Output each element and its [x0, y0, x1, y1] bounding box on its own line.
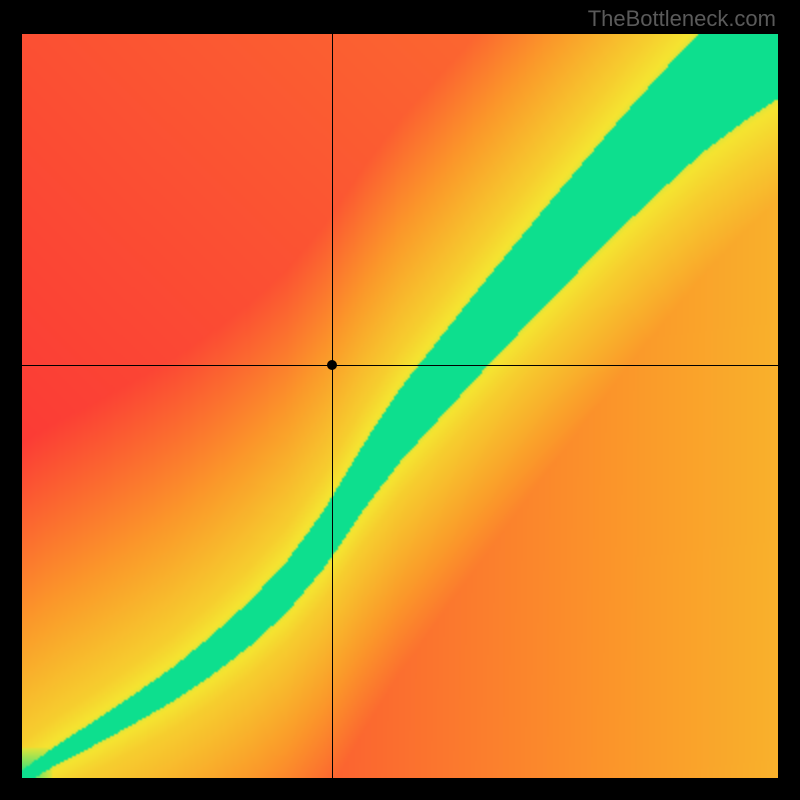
- crosshair-marker: [327, 360, 337, 370]
- crosshair-horizontal: [22, 365, 778, 366]
- heatmap-plot: [22, 34, 778, 778]
- watermark-text: TheBottleneck.com: [588, 6, 776, 32]
- heatmap-canvas: [22, 34, 778, 778]
- crosshair-vertical: [332, 34, 333, 778]
